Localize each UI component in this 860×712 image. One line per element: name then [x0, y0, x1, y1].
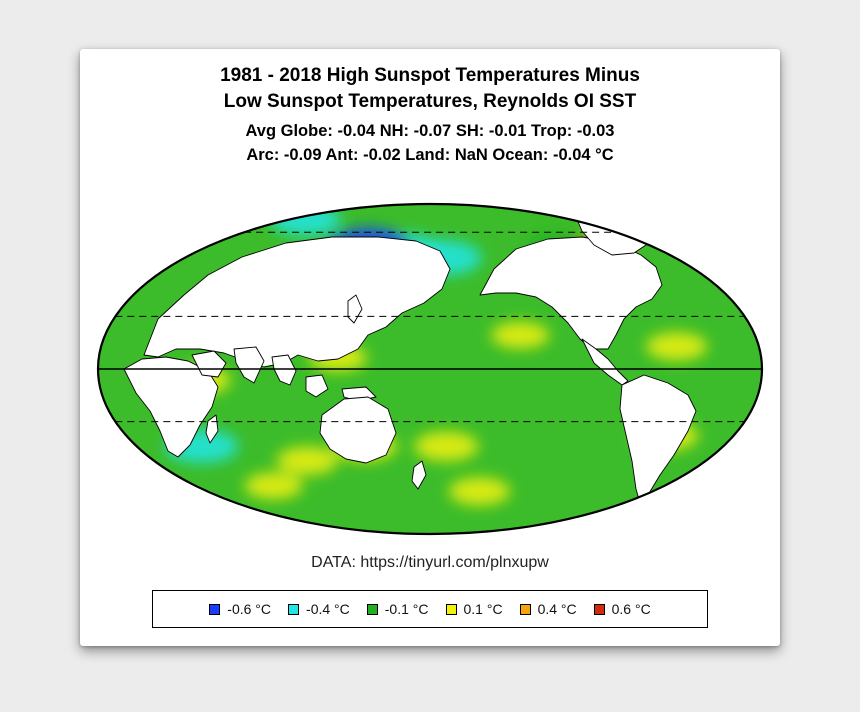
legend-label: -0.6 °C: [227, 601, 272, 617]
legend-label: 0.6 °C: [611, 601, 651, 617]
africa-land: [123, 356, 219, 458]
anomaly-patch: [646, 332, 708, 361]
india-land: [233, 346, 265, 384]
legend-swatch: [366, 603, 378, 615]
australia-land: [319, 396, 397, 464]
legend-item: -0.4 °C: [288, 601, 350, 617]
stat-trop-label: Trop:: [531, 122, 573, 140]
central-america-land: [581, 338, 629, 386]
stat-sh-label: SH:: [455, 122, 485, 140]
legend-swatch: [209, 603, 221, 615]
anomaly-patch: [414, 431, 479, 462]
stat-ant-value: -0.02: [363, 146, 401, 164]
stat-land-value: NaN: [454, 146, 488, 164]
legend-item: 0.6 °C: [593, 601, 651, 617]
color-legend: -0.6 °C -0.4 °C -0.1 °C 0.1 °C 0.4 °C 0.…: [152, 590, 708, 628]
borneo-land: [305, 374, 329, 398]
legend-swatch: [288, 603, 300, 615]
mollweide-anomaly-map: [96, 202, 764, 536]
figure-card: 1981 - 2018 High Sunspot Temperatures Mi…: [80, 49, 780, 646]
anomaly-patch: [276, 446, 338, 475]
legend-label: 0.1 °C: [463, 601, 503, 617]
anomaly-patch: [244, 472, 303, 500]
legend-label: 0.4 °C: [537, 601, 577, 617]
stat-ant-label: Ant:: [325, 146, 359, 164]
stat-nh-label: NH:: [379, 122, 410, 140]
stat-avg-globe-label: Avg Globe:: [245, 122, 333, 140]
data-source-label: DATA: https://tinyurl.com/plnxupw: [311, 554, 549, 571]
legend-item: 0.1 °C: [445, 601, 503, 617]
legend-item: -0.6 °C: [209, 601, 271, 617]
legend-swatch: [593, 603, 605, 615]
legend-item: 0.4 °C: [519, 601, 577, 617]
legend-item: -0.1 °C: [366, 601, 429, 617]
arabia-land: [191, 350, 227, 378]
stats-line-1: Avg Globe: -0.04 NH: -0.07 SH: -0.01 Tro…: [80, 120, 780, 143]
anomaly-patch: [491, 321, 550, 349]
stat-avg-globe-value: -0.04: [337, 122, 376, 140]
stat-nh-value: -0.07: [413, 122, 452, 140]
stat-ocean-label: Ocean:: [492, 146, 549, 164]
stats-line-2: Arc: -0.09 Ant: -0.02 Land: NaN Ocean: -…: [80, 144, 780, 167]
legend-label: -0.4 °C: [306, 601, 350, 617]
reference-latitude-lines: [98, 231, 762, 423]
legend-label: -0.1 °C: [384, 601, 429, 617]
stat-ocean-value: -0.04 °C: [552, 146, 614, 164]
south-america-land: [619, 374, 697, 504]
globe-outline: [96, 202, 764, 536]
stat-sh-value: -0.01: [488, 122, 527, 140]
map-title-line-1: 1981 - 2018 High Sunspot Temperatures Mi…: [220, 65, 640, 86]
north-america-land: [479, 236, 663, 350]
legend-swatch: [519, 603, 531, 615]
anomaly-patch: [449, 477, 510, 506]
stat-arc-label: Arc:: [246, 146, 280, 164]
stat-arc-value: -0.09: [283, 146, 322, 164]
map-title-line-2: Low Sunspot Temperatures, Reynolds OI SS…: [223, 91, 637, 112]
anomaly-patch: [270, 204, 341, 236]
legend-swatch: [445, 603, 457, 615]
stat-land-label: Land:: [405, 146, 451, 164]
stat-trop-value: -0.03: [576, 122, 615, 140]
new-zealand-land: [411, 460, 427, 490]
